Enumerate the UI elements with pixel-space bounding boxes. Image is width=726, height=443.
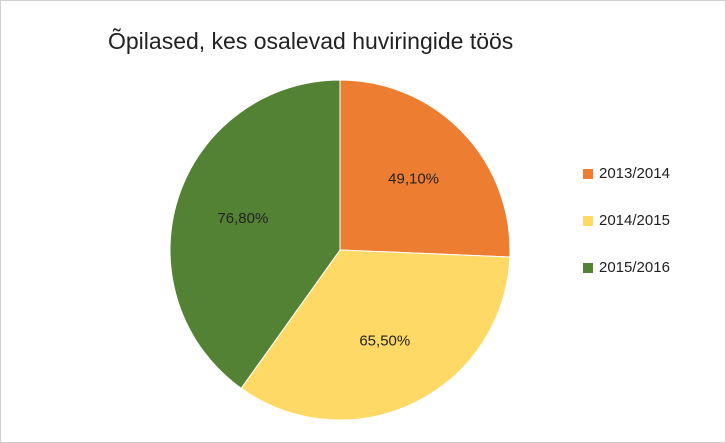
data-label: 49,10%	[388, 170, 439, 187]
data-label: 65,50%	[359, 333, 410, 350]
legend-label: 2015/2016	[599, 259, 670, 276]
pie-slice	[169, 79, 341, 390]
legend-swatch	[583, 216, 593, 226]
data-label: 76,80%	[217, 210, 268, 227]
pie-slice	[339, 79, 511, 258]
legend-label: 2013/2014	[599, 165, 670, 182]
legend-swatch	[583, 169, 593, 179]
legend-swatch	[583, 263, 593, 273]
chart-title: Õpilased, kes osalevad huviringide töös	[108, 27, 513, 54]
pie-slice	[240, 249, 511, 421]
legend-label: 2014/2015	[599, 212, 670, 229]
